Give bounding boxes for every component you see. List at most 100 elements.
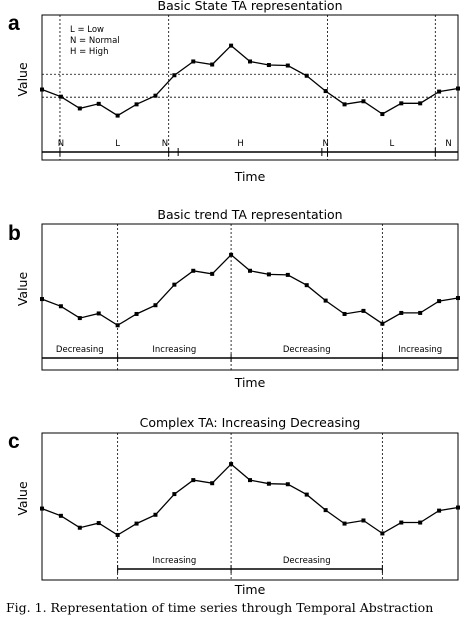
- y-axis-label: Value: [15, 272, 30, 307]
- data-point: [115, 323, 120, 328]
- panel-letter: b: [8, 222, 21, 245]
- data-point: [304, 492, 309, 497]
- data-point: [304, 283, 309, 288]
- data-point: [437, 89, 442, 94]
- panel-b: Basic trend TA representation b Time Value D…: [8, 207, 460, 390]
- data-point: [266, 481, 271, 486]
- data-point: [96, 101, 101, 106]
- chart-title: Basic trend TA representation: [157, 207, 342, 222]
- data-point: [380, 531, 385, 536]
- plot-frame: [41, 432, 459, 581]
- segment-label: Decreasing: [283, 556, 331, 566]
- data-point: [437, 299, 442, 304]
- data-point: [399, 520, 404, 525]
- y-axis-label: Value: [15, 62, 30, 97]
- chart-title: Basic State TA representation: [158, 0, 343, 13]
- segment-label: Increasing: [152, 556, 196, 566]
- data-point: [437, 508, 442, 513]
- segment-label: Increasing: [398, 345, 442, 355]
- data-point: [96, 521, 101, 526]
- x-axis-label: Time: [234, 582, 266, 597]
- x-axis-label: Time: [234, 169, 266, 184]
- data-point: [342, 102, 347, 107]
- data-point: [342, 521, 347, 526]
- data-point: [323, 298, 328, 303]
- data-point: [210, 481, 215, 486]
- data-point: [134, 311, 139, 316]
- y-axis-label: Value: [15, 481, 30, 516]
- data-point: [342, 311, 347, 316]
- data-point: [323, 89, 328, 94]
- segment-label: L: [389, 139, 394, 149]
- data-point: [153, 93, 158, 98]
- data-point: [58, 94, 63, 99]
- series-line: [41, 463, 459, 536]
- data-point: [153, 303, 158, 308]
- data-point: [191, 478, 196, 483]
- segment-label: N: [58, 139, 64, 149]
- segment-label: N: [162, 139, 168, 149]
- data-point: [40, 87, 44, 92]
- legend-entry: L = Low: [70, 25, 104, 35]
- data-point: [361, 308, 366, 313]
- panel-letter: c: [8, 430, 20, 453]
- data-point: [456, 505, 460, 510]
- chart-title: Complex TA: Increasing Decreasing: [140, 415, 361, 430]
- segment-label: Decreasing: [283, 345, 331, 355]
- figure-caption: Fig. 1. Representation of time series th…: [6, 600, 433, 615]
- plot-frame: [41, 223, 459, 371]
- data-point: [191, 268, 196, 273]
- segment-label: Decreasing: [56, 345, 104, 355]
- data-point: [172, 492, 177, 497]
- panel-a: Basic State TA representation a Time Value L…: [8, 0, 460, 184]
- data-point: [285, 482, 290, 487]
- data-point: [58, 513, 63, 518]
- segment-label: H: [237, 139, 243, 149]
- data-point: [456, 86, 460, 91]
- data-point: [285, 272, 290, 277]
- data-point: [134, 102, 139, 107]
- data-point: [115, 532, 120, 537]
- series-line: [41, 253, 459, 327]
- data-point: [153, 512, 158, 517]
- data-point: [285, 63, 290, 68]
- data-point: [172, 282, 177, 287]
- data-point: [418, 101, 423, 106]
- data-point: [248, 268, 252, 273]
- segment-label: Increasing: [152, 345, 196, 355]
- data-point: [380, 112, 385, 117]
- data-point: [96, 311, 101, 316]
- data-point: [248, 478, 252, 483]
- data-point: [134, 521, 139, 526]
- data-point: [40, 506, 44, 511]
- data-point: [361, 99, 366, 104]
- data-point: [456, 296, 460, 301]
- segment-label: N: [322, 139, 328, 149]
- legend-entry: H = High: [70, 47, 108, 57]
- data-point: [210, 62, 215, 67]
- data-point: [248, 59, 252, 64]
- panel-letter: a: [8, 12, 20, 35]
- data-point: [304, 73, 309, 78]
- data-point: [399, 310, 404, 315]
- data-point: [418, 310, 423, 315]
- data-point: [191, 59, 196, 64]
- data-point: [323, 508, 328, 513]
- data-point: [77, 316, 82, 321]
- data-point: [40, 297, 44, 302]
- x-axis-label: Time: [234, 375, 266, 390]
- data-point: [266, 272, 271, 277]
- data-point: [361, 518, 366, 523]
- data-point: [380, 321, 385, 326]
- data-point: [115, 113, 120, 118]
- data-point: [77, 525, 82, 530]
- data-point: [210, 271, 215, 276]
- data-point: [77, 106, 82, 111]
- data-point: [418, 520, 423, 525]
- data-point: [399, 101, 404, 106]
- panel-c: Complex TA: Increasing Decreasing c Time Va…: [8, 415, 460, 597]
- data-point: [229, 462, 234, 467]
- data-point: [229, 252, 234, 257]
- legend-entry: N = Normal: [70, 36, 120, 46]
